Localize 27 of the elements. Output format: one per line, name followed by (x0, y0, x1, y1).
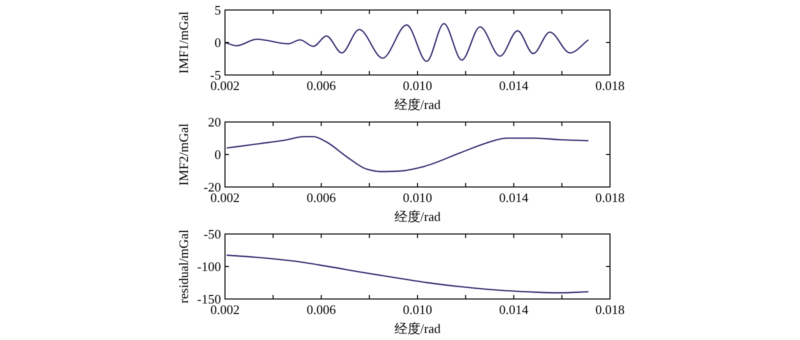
x-tick-label: 0.018 (595, 78, 625, 93)
y-axis-title: IMF2/mGal (176, 123, 191, 186)
x-tick-label: 0.014 (499, 190, 529, 205)
x-tick-label: 0.010 (402, 190, 432, 205)
y-tick-label: 0 (214, 35, 221, 50)
x-tick-label: 0.014 (499, 78, 529, 93)
x-tick-label: 0.010 (402, 78, 432, 93)
y-axis-title: residual/mGal (176, 229, 191, 304)
y-axis-title: IMF1/mGal (176, 11, 191, 74)
y-tick-label: -50 (204, 226, 221, 242)
x-tick-label: 0.006 (306, 190, 336, 205)
y-tick-label: 0 (214, 147, 221, 162)
y-tick-label: 5 (214, 2, 221, 18)
y-tick-label: -100 (197, 259, 221, 274)
y-tick-label: -150 (197, 292, 221, 306)
x-tick-label: 0.010 (402, 302, 432, 317)
x-tick-label: 0.018 (595, 190, 625, 205)
x-tick-label: 0.014 (499, 302, 529, 317)
x-tick-label: 0.006 (306, 302, 336, 317)
y-tick-label: 20 (208, 114, 221, 130)
x-axis-title: 经度/rad (394, 321, 442, 336)
y-tick-label: -20 (204, 180, 221, 194)
x-axis-title: 经度/rad (394, 209, 442, 224)
x-tick-label: 0.018 (595, 302, 625, 317)
y-tick-label: -5 (210, 68, 221, 82)
x-tick-label: 0.006 (306, 78, 336, 93)
x-axis-title: 经度/rad (394, 97, 442, 112)
